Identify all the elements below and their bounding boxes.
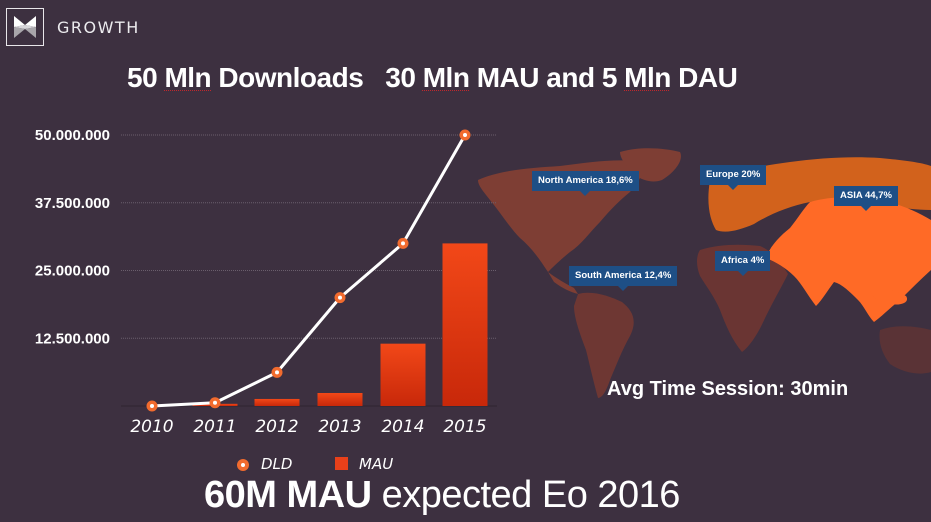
mau-bar xyxy=(254,398,300,406)
footer-statement: 60M MAU expected Eo 2016 xyxy=(204,474,680,517)
x-tick-label: 2013 xyxy=(318,417,361,437)
map-label-africa: Africa 4% xyxy=(715,251,771,276)
y-tick-label: 37.500.000 xyxy=(35,195,110,212)
logo xyxy=(6,8,44,46)
headline: 50 Mln Downloads 30 Mln MAU and 5 Mln DAU xyxy=(127,62,738,94)
headline-downloads-text: Downloads xyxy=(211,62,364,93)
map-label-south-america: South America 12,4% xyxy=(569,266,678,291)
bowtie-logo-icon xyxy=(14,16,36,38)
x-tick-label: 2011 xyxy=(193,417,236,437)
map-south-america xyxy=(574,292,634,398)
x-tick-label: 2012 xyxy=(255,417,298,437)
map-australia xyxy=(879,326,931,374)
y-tick-label: 12.500.000 xyxy=(35,330,110,347)
headline-dau-text: DAU xyxy=(670,62,738,93)
headline-unit: Mln xyxy=(422,62,470,93)
growth-chart: 2010 2011 2012 2013 2014 2015 12.500.000 25.00… xyxy=(35,127,497,437)
mau-bar xyxy=(380,343,426,406)
mau-bar xyxy=(442,243,488,406)
section-title: GROWTH xyxy=(57,18,140,37)
legend-mau-label: MAU xyxy=(359,455,394,473)
map-africa xyxy=(697,244,788,352)
avg-session-text: Avg Time Session: 30min xyxy=(607,378,849,400)
headline-mau-num: 30 xyxy=(385,62,416,93)
y-tick-label: 25.000.000 xyxy=(35,263,110,280)
dld-point-center xyxy=(463,133,467,137)
headline-unit: Mln xyxy=(624,62,671,93)
dld-point-center xyxy=(213,400,217,405)
headline-downloads-num: 50 xyxy=(127,62,158,93)
map-label-asia: ASIA 44,7% xyxy=(834,186,898,211)
legend-dld-label: DLD xyxy=(261,455,293,473)
dld-point-center xyxy=(338,295,342,300)
x-tick-label: 2015 xyxy=(443,417,486,437)
map-asia xyxy=(766,197,931,322)
dld-point-center xyxy=(401,241,405,246)
dld-point-center xyxy=(275,370,279,375)
dld-line xyxy=(151,134,467,408)
x-tick-label: 2010 xyxy=(130,417,173,437)
map-label-europe: Europe 20% xyxy=(700,165,767,190)
legend-mau-swatch-icon xyxy=(335,457,348,470)
map-label-north-america: North America 18,6% xyxy=(532,171,639,196)
legend-dld-marker-icon xyxy=(237,459,249,471)
mau-bar xyxy=(317,392,363,406)
y-tick-label: 50.000.000 xyxy=(35,127,110,144)
dld-point-center xyxy=(150,404,154,408)
x-tick-label: 2014 xyxy=(381,417,424,437)
headline-unit: Mln xyxy=(164,62,212,93)
headline-mau-text: MAU and 5 xyxy=(469,62,625,93)
footer-rest: expected Eo 2016 xyxy=(371,474,681,516)
footer-bold: 60M MAU xyxy=(204,474,372,516)
